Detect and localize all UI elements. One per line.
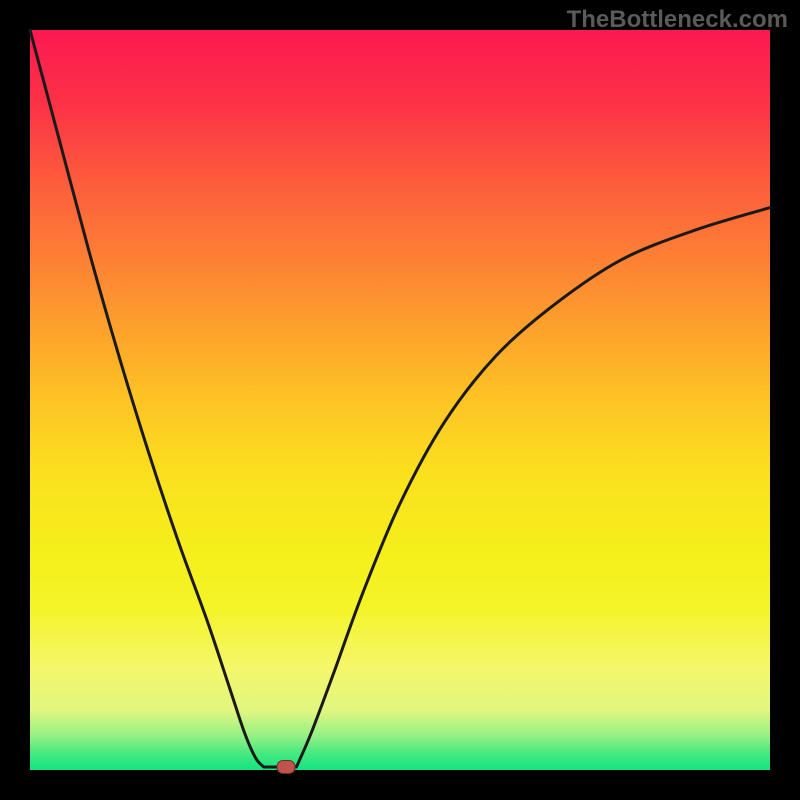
chart-stage: TheBottleneck.com — [0, 0, 800, 800]
optimum-marker — [277, 761, 295, 774]
bottleneck-chart — [0, 0, 800, 800]
plot-gradient — [30, 30, 770, 770]
